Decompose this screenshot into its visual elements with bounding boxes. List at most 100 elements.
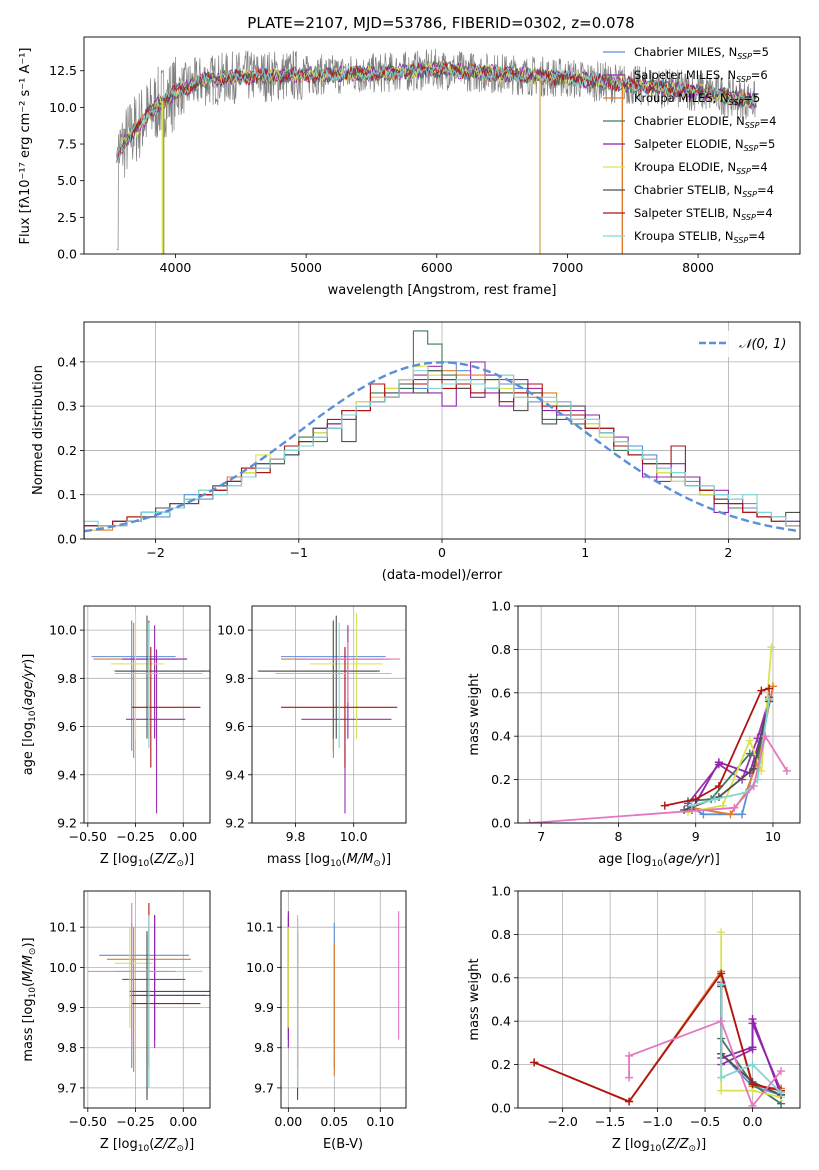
- x-axis-label-part: 10: [651, 859, 663, 869]
- legend-label-sub: SSP: [745, 121, 760, 130]
- x-axis-label-part: )]: [696, 1137, 706, 1152]
- legend-label-sub: SSP: [736, 167, 751, 176]
- x-tick-label: 7000: [552, 260, 584, 275]
- y-tick-label: 9.4: [225, 767, 245, 782]
- x-tick-label: −1.5: [595, 1114, 625, 1129]
- weight-marker: [714, 758, 723, 767]
- weight-marker: [761, 732, 770, 741]
- weight-marker: [726, 810, 735, 819]
- x-axis-label-part: Z/Z: [153, 1137, 177, 1152]
- weight-marker: [748, 1060, 757, 1069]
- weight-series: [660, 684, 774, 810]
- legend-label: Kroupa ELODIE, NSSP=4: [634, 160, 768, 176]
- legend-label: Chabrier STELIB, NSSP=4: [634, 183, 774, 199]
- x-tick-label: 0.05: [320, 1114, 348, 1129]
- weight-marker: [782, 766, 791, 775]
- plot-area: [530, 928, 786, 1108]
- error-cross: [114, 927, 153, 1028]
- x-tick-label: 1: [581, 545, 589, 560]
- weight-marker: [625, 1051, 634, 1060]
- error-cross: [260, 620, 377, 739]
- y-tick-label: 0.0: [57, 247, 77, 262]
- weight-marker: [738, 810, 747, 819]
- x-axis-label-part: )]: [381, 852, 391, 867]
- x-axis-label-part: (: [149, 852, 154, 867]
- chart-6: 0.00 0.05 0.10 9.7 9.8 9.9 10.0 10.1: [246, 890, 407, 1129]
- x-tick-label: −0.25: [116, 829, 154, 844]
- weight-marker: [680, 805, 689, 814]
- y-tick-label: 0.4: [491, 729, 511, 744]
- x-tick-label: 0.0: [743, 1114, 763, 1129]
- y-tick-label: 0.3: [57, 399, 77, 414]
- x-tick-label: 10.0: [340, 829, 368, 844]
- x-axis-label-part: )]: [184, 852, 194, 867]
- legend-label-sub: SSP: [741, 213, 756, 222]
- legend-label: Chabrier MILES, NSSP=5: [634, 45, 769, 61]
- weight-marker: [625, 1073, 634, 1082]
- x-axis-label: wavelength [Angstrom, rest frame]: [328, 283, 557, 298]
- weight-marker: [748, 1101, 757, 1108]
- axes-frame: [517, 605, 801, 824]
- legend-label-main: Chabrier ELODIE, N: [634, 114, 745, 128]
- weight-marker: [777, 1067, 786, 1076]
- y-tick-label: 12.5: [49, 63, 77, 78]
- x-tick-label: 2: [724, 545, 732, 560]
- x-tick-label: −0.5: [690, 1114, 720, 1129]
- weight-marker: [714, 782, 723, 791]
- y-tick-label: 0.0: [491, 1101, 511, 1116]
- y-tick-label: 0.6: [491, 685, 511, 700]
- legend-label-main: Chabrier STELIB, N: [634, 183, 742, 197]
- y-tick-label: 10.0: [49, 960, 77, 975]
- error-cross: [131, 646, 201, 768]
- weight-marker: [748, 1043, 757, 1052]
- legend-label-tail: =4: [757, 183, 774, 197]
- y-tick-label: 1.0: [491, 599, 511, 614]
- histogram-step: [84, 370, 800, 539]
- legend-label-main: Kroupa MILES, N: [634, 91, 729, 105]
- y-tick-label: 0.2: [57, 443, 77, 458]
- legend-label-sub: SSP: [734, 236, 749, 245]
- x-tick-label: 0.10: [366, 1114, 394, 1129]
- x-axis-label-part: 10: [650, 1144, 662, 1154]
- y-tick-label: 0.1: [57, 487, 77, 502]
- axes-frame: [280, 890, 407, 1109]
- error-cross: [116, 620, 207, 739]
- weight-marker: [767, 643, 776, 652]
- legend-label-main: Chabrier MILES, N: [634, 45, 737, 59]
- legend-label-tail: =4: [756, 206, 773, 220]
- weight-line: [720, 984, 782, 1094]
- y-tick-label: 9.8: [57, 1040, 77, 1055]
- legend-label-tail: =5: [743, 91, 760, 105]
- x-axis-label-part: (: [342, 852, 347, 867]
- error-cross: [114, 615, 210, 739]
- histogram-step: [84, 379, 800, 539]
- legend-label: Salpeter STELIB, NSSP=4: [634, 206, 773, 222]
- weight-marker: [749, 782, 758, 791]
- y-tick-label: 9.2: [57, 816, 77, 831]
- y-tick-label: 9.8: [57, 671, 77, 686]
- x-axis-label-part: Z [log: [612, 1137, 650, 1152]
- y-tick-label: 9.4: [57, 767, 77, 782]
- y-axis-label: mass weight: [467, 673, 482, 755]
- x-axis-label-part: mass [log: [267, 852, 330, 867]
- x-tick-label: 5000: [290, 260, 322, 275]
- legend-label-main: Kroupa STELIB, N: [634, 229, 734, 243]
- y-tick-label: 1.0: [491, 884, 511, 899]
- x-axis-label-part: Z/Z: [665, 1137, 689, 1152]
- y-axis-label: mass weight: [467, 958, 482, 1040]
- x-axis-label-part: ⊙: [176, 1144, 184, 1154]
- x-axis-label-part: ⊙: [688, 1144, 696, 1154]
- chart-7: −2.0 −1.5 −1.0 −0.5 0.0 0.0 0.2 0.4 0.6 0.8 1.0 Z […: [491, 884, 801, 1154]
- x-tick-label: 0.00: [169, 829, 197, 844]
- axes-frame: [517, 890, 801, 1109]
- x-axis-label-part: Z/Z: [153, 852, 177, 867]
- legend-label-sub: SSP: [736, 75, 751, 84]
- legend-label-main: Salpeter ELODIE, N: [634, 137, 744, 151]
- weight-marker: [699, 810, 708, 819]
- legend-label-sub: SSP: [729, 98, 744, 107]
- weight-marker: [757, 686, 766, 695]
- y-tick-label: 2.5: [57, 210, 77, 225]
- legend-label-main: Salpeter STELIB, N: [634, 206, 741, 220]
- legend-label: Salpeter ELODIE, NSSP=5: [634, 137, 775, 153]
